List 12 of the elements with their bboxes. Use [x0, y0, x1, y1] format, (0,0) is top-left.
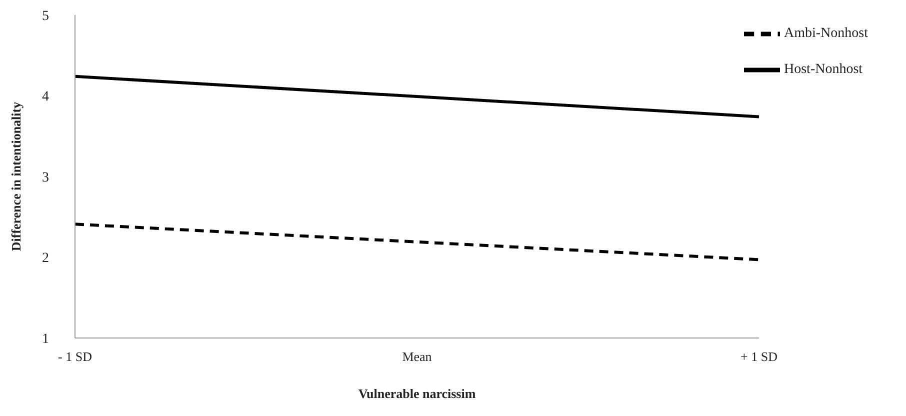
y-tick-label: 2: [42, 251, 49, 266]
x-tick-label: + 1 SD: [740, 349, 778, 364]
legend-label: Host-Nonhost: [784, 62, 863, 78]
legend-label: Ambi-Nonhost: [784, 26, 868, 42]
y-tick-label: 1: [42, 332, 49, 347]
x-axis-title: Vulnerable narcissim: [358, 386, 476, 401]
x-tick-label: Mean: [402, 349, 432, 364]
y-tick-label: 4: [42, 90, 49, 105]
y-tick-label: 5: [42, 8, 49, 24]
x-tick-label: - 1 SD: [58, 349, 92, 364]
y-axis-title: Difference in intentionality: [8, 101, 24, 252]
y-tick-label: 3: [42, 170, 49, 186]
